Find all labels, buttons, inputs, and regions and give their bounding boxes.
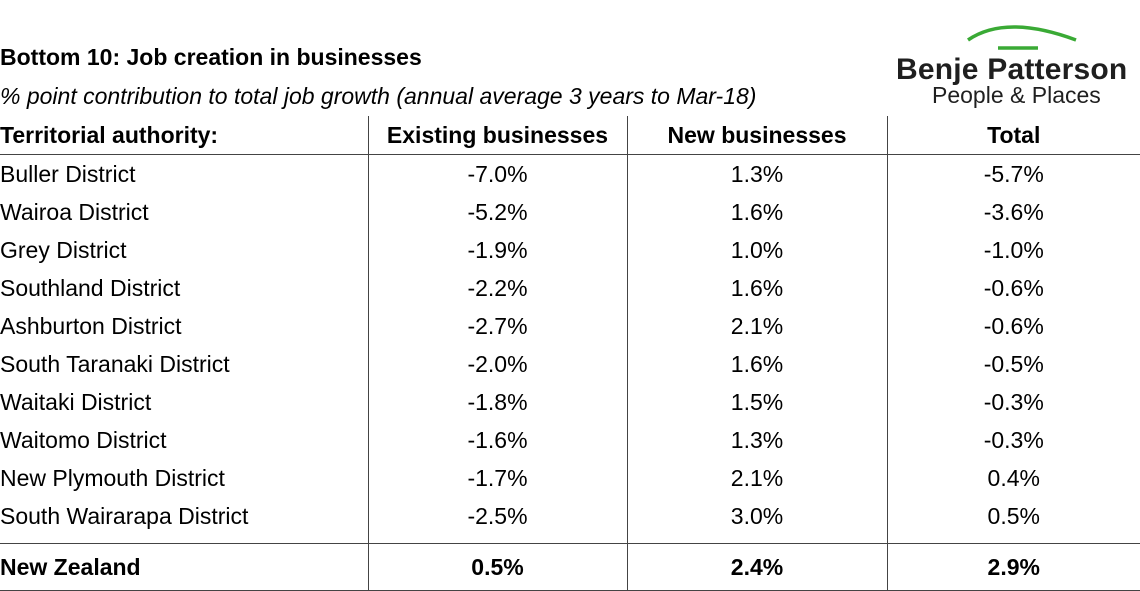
cell-authority: Waitomo District <box>0 426 167 453</box>
logo-tagline: People & Places <box>932 82 1101 108</box>
table-row: Southland District -2.2% 1.6% -0.6% <box>0 269 1140 307</box>
cell-authority: South Wairarapa District <box>0 502 249 529</box>
cell-authority: New Zealand <box>0 543 368 591</box>
table-row: Buller District -7.0% 1.3% -5.7% <box>0 154 1140 193</box>
cell-total: 2.9% <box>886 543 1140 591</box>
column-header-authority: Territorial authority: <box>0 116 368 155</box>
cell-total: -0.5% <box>886 345 1140 383</box>
table-subtitle: % point contribution to total job growth… <box>0 83 757 109</box>
cell-existing: -2.7% <box>367 307 627 345</box>
logo-name: Benje Patterson <box>896 53 1128 86</box>
cell-total: 0.5% <box>886 497 1140 535</box>
cell-total: -0.3% <box>886 421 1140 459</box>
cell-existing: -7.0% <box>367 154 627 193</box>
cell-authority: Waitaki District <box>0 388 152 415</box>
cell-existing: -2.0% <box>367 345 627 383</box>
cell-existing: -1.8% <box>367 383 627 421</box>
total-row: New Zealand 0.5% 2.4% 2.9% <box>0 543 1140 591</box>
table-row: Wairoa District -5.2% 1.6% -3.6% <box>0 193 1140 231</box>
roof-arc-icon <box>967 25 1077 50</box>
cell-existing: -1.9% <box>367 231 627 269</box>
table-row: Waitomo District -1.6% 1.3% -0.3% <box>0 421 1140 459</box>
cell-new: 2.1% <box>626 307 887 345</box>
cell-total: -1.0% <box>886 231 1140 269</box>
table-row: Ashburton District -2.7% 2.1% -0.6% <box>0 307 1140 345</box>
cell-new: 1.3% <box>626 154 887 193</box>
cell-new: 1.6% <box>626 345 887 383</box>
table-title: Bottom 10: Job creation in businesses <box>0 44 422 70</box>
cell-existing: -5.2% <box>367 193 627 231</box>
cell-new: 1.3% <box>626 421 887 459</box>
brand-logo: Benje Patterson People & Places <box>890 16 1140 112</box>
cell-authority: South Taranaki District <box>0 350 230 377</box>
cell-existing: 0.5% <box>367 543 627 591</box>
cell-existing: -2.2% <box>367 269 627 307</box>
cell-total: -0.3% <box>886 383 1140 421</box>
cell-authority: Ashburton District <box>0 312 182 339</box>
table-row: Waitaki District -1.8% 1.5% -0.3% <box>0 383 1140 421</box>
cell-new: 1.6% <box>626 193 887 231</box>
header-row: Territorial authority: Existing business… <box>0 116 1140 155</box>
cell-total: -0.6% <box>886 269 1140 307</box>
cell-new: 2.4% <box>626 543 887 591</box>
cell-existing: -1.7% <box>367 459 627 497</box>
cell-new: 3.0% <box>626 497 887 535</box>
cell-total: -0.6% <box>886 307 1140 345</box>
column-header-existing: Existing businesses <box>367 116 627 155</box>
cell-authority: Southland District <box>0 274 181 301</box>
cell-total: -5.7% <box>886 154 1140 193</box>
spacer-cell <box>886 535 1140 544</box>
column-header-total: Total <box>886 116 1140 155</box>
cell-authority: New Plymouth District <box>0 464 225 491</box>
data-table: Territorial authority: Existing business… <box>0 116 1140 591</box>
cell-new: 1.0% <box>626 231 887 269</box>
table-row: Grey District -1.9% 1.0% -1.0% <box>0 231 1140 269</box>
table-row: South Wairarapa District -2.5% 3.0% 0.5% <box>0 497 1140 535</box>
column-header-new: New businesses <box>626 116 887 155</box>
cell-new: 2.1% <box>626 459 887 497</box>
cell-existing: -2.5% <box>367 497 627 535</box>
table-row: South Taranaki District -2.0% 1.6% -0.5% <box>0 345 1140 383</box>
cell-authority: Buller District <box>0 160 136 187</box>
row-spacer <box>0 535 1140 544</box>
spacer-cell <box>626 535 887 544</box>
table-row: New Plymouth District -1.7% 2.1% 0.4% <box>0 459 1140 497</box>
spacer-cell <box>0 535 368 544</box>
cell-new: 1.6% <box>626 269 887 307</box>
cell-new: 1.5% <box>626 383 887 421</box>
spacer-cell <box>367 535 627 544</box>
cell-authority: Wairoa District <box>0 198 149 225</box>
cell-total: -3.6% <box>886 193 1140 231</box>
cell-existing: -1.6% <box>367 421 627 459</box>
cell-total: 0.4% <box>886 459 1140 497</box>
cell-authority: Grey District <box>0 236 127 263</box>
